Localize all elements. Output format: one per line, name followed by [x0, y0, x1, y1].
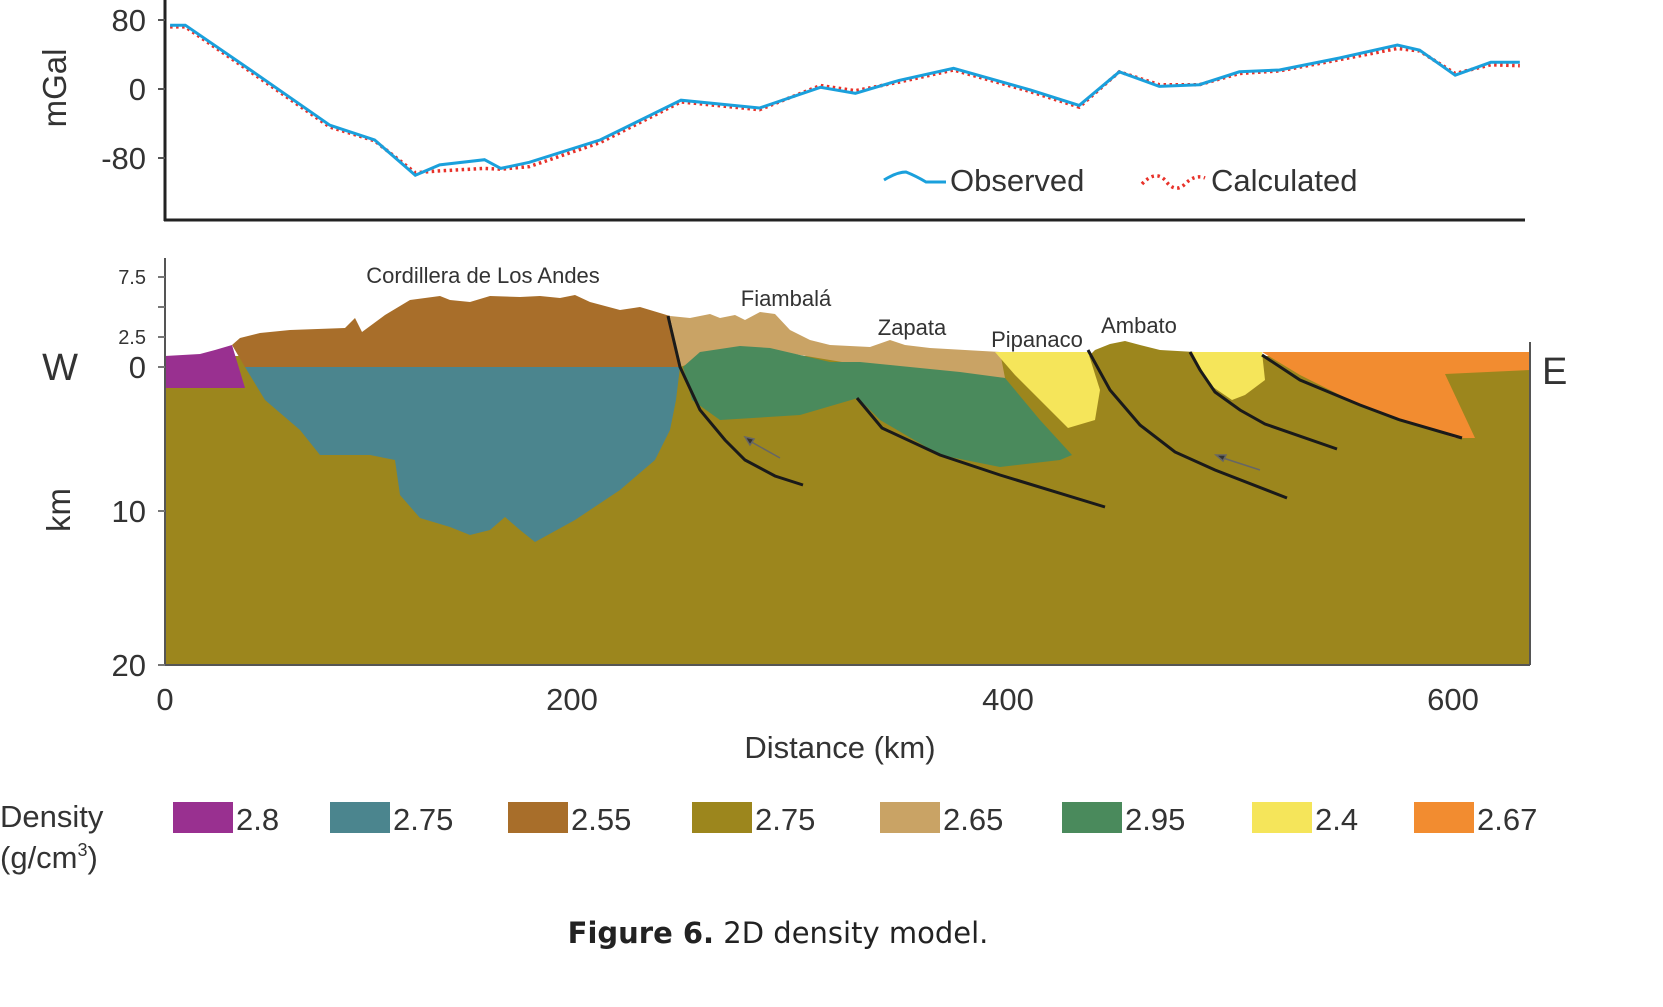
y-tick-label: 0 — [129, 350, 146, 385]
legend-swatch — [1062, 802, 1122, 833]
figure-caption: Figure 6. 2D density model. — [568, 916, 989, 950]
arrow-head-icon — [743, 435, 756, 447]
legend-swatch — [1252, 802, 1312, 833]
legend-swatch-observed — [883, 170, 946, 184]
legend-swatch-calculated — [1140, 174, 1206, 190]
data-points — [170, 25, 1520, 176]
y-ticks — [158, 276, 165, 666]
series-line-calculated — [170, 25, 1520, 175]
fault-line — [666, 315, 804, 487]
legend-items: 2.8 2.75 2.55 2.75 2.65 2.95 2.4 2.67 — [173, 802, 1537, 837]
layer-2.65 — [670, 312, 1005, 378]
layer-2.4-east — [1192, 352, 1265, 400]
fault-line — [855, 397, 1106, 509]
gravity-chart: 80 0 -80 mGal Observed Calculated — [36, 0, 1525, 222]
y-tick-label: 2.5 — [118, 327, 146, 349]
legend-swatch — [330, 802, 390, 833]
legend-value: 2.4 — [1315, 802, 1358, 837]
x-tick-label: 200 — [546, 682, 598, 717]
series-line-observed — [170, 23, 1520, 178]
legend-value: 2.8 — [236, 802, 279, 837]
arrow-icon — [747, 439, 781, 459]
layer-2.67 — [1262, 352, 1530, 438]
legend-swatch — [508, 802, 568, 833]
legend-label-observed: Observed — [950, 163, 1084, 198]
legend-unit-end: ) — [88, 840, 98, 875]
layer-2.8 — [165, 345, 245, 388]
west-label: W — [42, 347, 78, 389]
caption-text: 2D density model. — [714, 916, 988, 950]
y-axis-label: km — [40, 488, 77, 532]
density-legend: Density (g/cm3) 2.8 2.75 2.55 2.75 2.65 2.95 2… — [0, 799, 1537, 875]
y-tick-label: 10 — [112, 494, 146, 529]
density-cross-section: 7.5 2.5 0 10 20 W E km 0 200 400 600 Dis… — [40, 258, 1567, 765]
place-label: Zapata — [878, 315, 947, 340]
fault-line — [1086, 349, 1288, 500]
legend-swatch — [173, 802, 233, 833]
legend-label-calculated: Calculated — [1211, 163, 1357, 198]
y-tick-label: 20 — [112, 648, 146, 683]
x-axis-label: Distance (km) — [744, 730, 935, 765]
x-tick-label: 600 — [1427, 682, 1479, 717]
legend-unit-sup: 3 — [78, 840, 88, 860]
legend-unit-text: (g/cm — [0, 840, 78, 875]
layer-2.75-basin — [245, 367, 680, 542]
legend-value: 2.75 — [755, 802, 815, 837]
y-tick-label: 0 — [129, 72, 146, 107]
y-axis-label: mGal — [36, 49, 73, 128]
legend-swatch — [880, 802, 940, 833]
legend-value: 2.65 — [943, 802, 1003, 837]
layer-2.95 — [683, 346, 1072, 467]
arrow-icon — [1219, 456, 1261, 471]
faults — [666, 315, 1463, 509]
movement-arrows — [743, 435, 1261, 471]
legend-value: 2.55 — [571, 802, 631, 837]
legend-swatch — [692, 802, 752, 833]
ambato-block — [1085, 341, 1200, 360]
fault-line — [1188, 351, 1338, 451]
caption-label: Figure 6. — [568, 916, 714, 950]
place-label: Pipanaco — [991, 327, 1083, 352]
place-label: Cordillera de Los Andes — [366, 263, 600, 288]
x-tick-label: 0 — [156, 682, 173, 717]
legend-swatch — [1414, 802, 1474, 833]
legend-value: 2.67 — [1477, 802, 1537, 837]
arrow-head-icon — [1213, 454, 1228, 463]
legend-value: 2.75 — [393, 802, 453, 837]
legend-title: Density — [0, 799, 104, 834]
layer-2.4-pipanaco — [995, 352, 1100, 428]
y-tick-label: 80 — [112, 3, 146, 38]
place-label: Fiambalá — [741, 286, 832, 311]
fault-line — [1261, 353, 1463, 440]
y-tick-label: 7.5 — [118, 267, 146, 289]
layer-2.55 — [232, 295, 680, 367]
legend-unit: (g/cm3) — [0, 840, 98, 875]
x-tick-label: 400 — [982, 682, 1034, 717]
legend-value: 2.95 — [1125, 802, 1185, 837]
place-label: Ambato — [1101, 313, 1177, 338]
east-label: E — [1542, 351, 1567, 393]
y-tick-label: -80 — [101, 141, 146, 176]
